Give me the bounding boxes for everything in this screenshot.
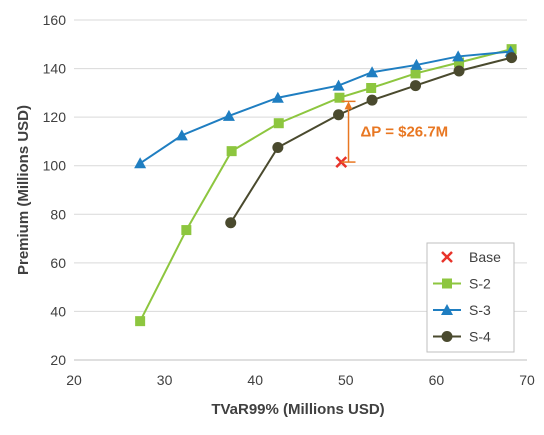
data-point-s-3 — [452, 50, 465, 62]
y-tick-label: 40 — [50, 303, 66, 319]
data-point-s-3 — [175, 129, 188, 141]
y-axis-title: Premium (Millions USD) — [15, 105, 32, 275]
data-point-s-4 — [272, 142, 284, 153]
x-tick-label: 70 — [519, 372, 535, 388]
y-tick-label: 100 — [43, 158, 67, 174]
data-point-s-4 — [453, 65, 465, 77]
legend-label-s-2: S-2 — [469, 276, 491, 292]
annotation-arrowhead — [344, 101, 353, 110]
data-point-s-2 — [226, 146, 237, 157]
data-point-s-2 — [334, 92, 345, 103]
series-base — [335, 156, 348, 168]
data-point-s-2 — [410, 68, 421, 79]
legend-label-base: Base — [469, 249, 501, 265]
y-tick-label: 80 — [50, 206, 66, 222]
delta-annotation: ΔP = $26.7M — [341, 100, 449, 163]
data-point-s-4 — [506, 52, 518, 64]
x-tick-label: 60 — [429, 372, 445, 388]
data-point-s-3 — [134, 157, 147, 169]
legend-item-s-4: S-4 — [433, 329, 491, 345]
legend-marker-base — [441, 251, 453, 263]
x-tick-label: 50 — [338, 372, 354, 388]
data-point-s-2 — [273, 118, 284, 129]
y-tick-label: 20 — [50, 352, 66, 368]
data-point-s-2 — [181, 225, 192, 236]
x-tick-label: 30 — [157, 372, 173, 388]
series-s-4 — [225, 52, 518, 229]
legend-label-s-4: S-4 — [469, 329, 491, 345]
data-point-s-3 — [332, 79, 345, 91]
x-tick-label: 40 — [247, 372, 263, 388]
base-marker-stroke — [335, 156, 348, 168]
legend-item-base: Base — [441, 249, 501, 265]
gridlines — [74, 19, 527, 312]
base-marker-stroke — [441, 251, 453, 263]
data-point-s-4 — [225, 217, 237, 229]
data-point-s-3 — [271, 91, 284, 103]
tick-labels: 20 40 60 80 100 120 140 160 20 30 40 50 60 70 — [43, 12, 535, 388]
y-tick-label: 60 — [50, 255, 66, 271]
data-point-s-4 — [410, 80, 422, 92]
legend-marker-s-4 — [441, 331, 453, 342]
legend-label-s-3: S-3 — [469, 302, 491, 318]
y-tick-label: 160 — [43, 12, 67, 28]
data-point-s-4 — [333, 109, 345, 121]
x-axis-title: TVaR99% (Millions USD) — [211, 401, 384, 418]
legend-marker-s-2 — [442, 278, 452, 289]
y-tick-label: 120 — [43, 109, 67, 125]
series-layer — [134, 44, 518, 327]
data-point-base — [335, 156, 348, 168]
data-point-s-3 — [410, 58, 423, 70]
data-point-s-2 — [454, 57, 465, 68]
legend: Base S-2 S-3 S-4 — [426, 242, 515, 353]
data-point-s-3 — [366, 66, 379, 78]
legend-marker-s-3 — [441, 304, 453, 315]
y-tick-label: 140 — [43, 61, 67, 77]
legend-item-s-3: S-3 — [433, 302, 491, 318]
data-point-s-2 — [135, 316, 146, 327]
annotation-layer: ΔP = $26.7M — [341, 100, 449, 163]
x-tick-label: 20 — [66, 372, 82, 388]
legend-item-s-2: S-2 — [433, 276, 491, 292]
data-point-s-4 — [366, 94, 378, 106]
data-point-s-3 — [222, 109, 235, 121]
data-point-s-2 — [366, 83, 377, 93]
annotation-label: ΔP = $26.7M — [361, 124, 449, 141]
